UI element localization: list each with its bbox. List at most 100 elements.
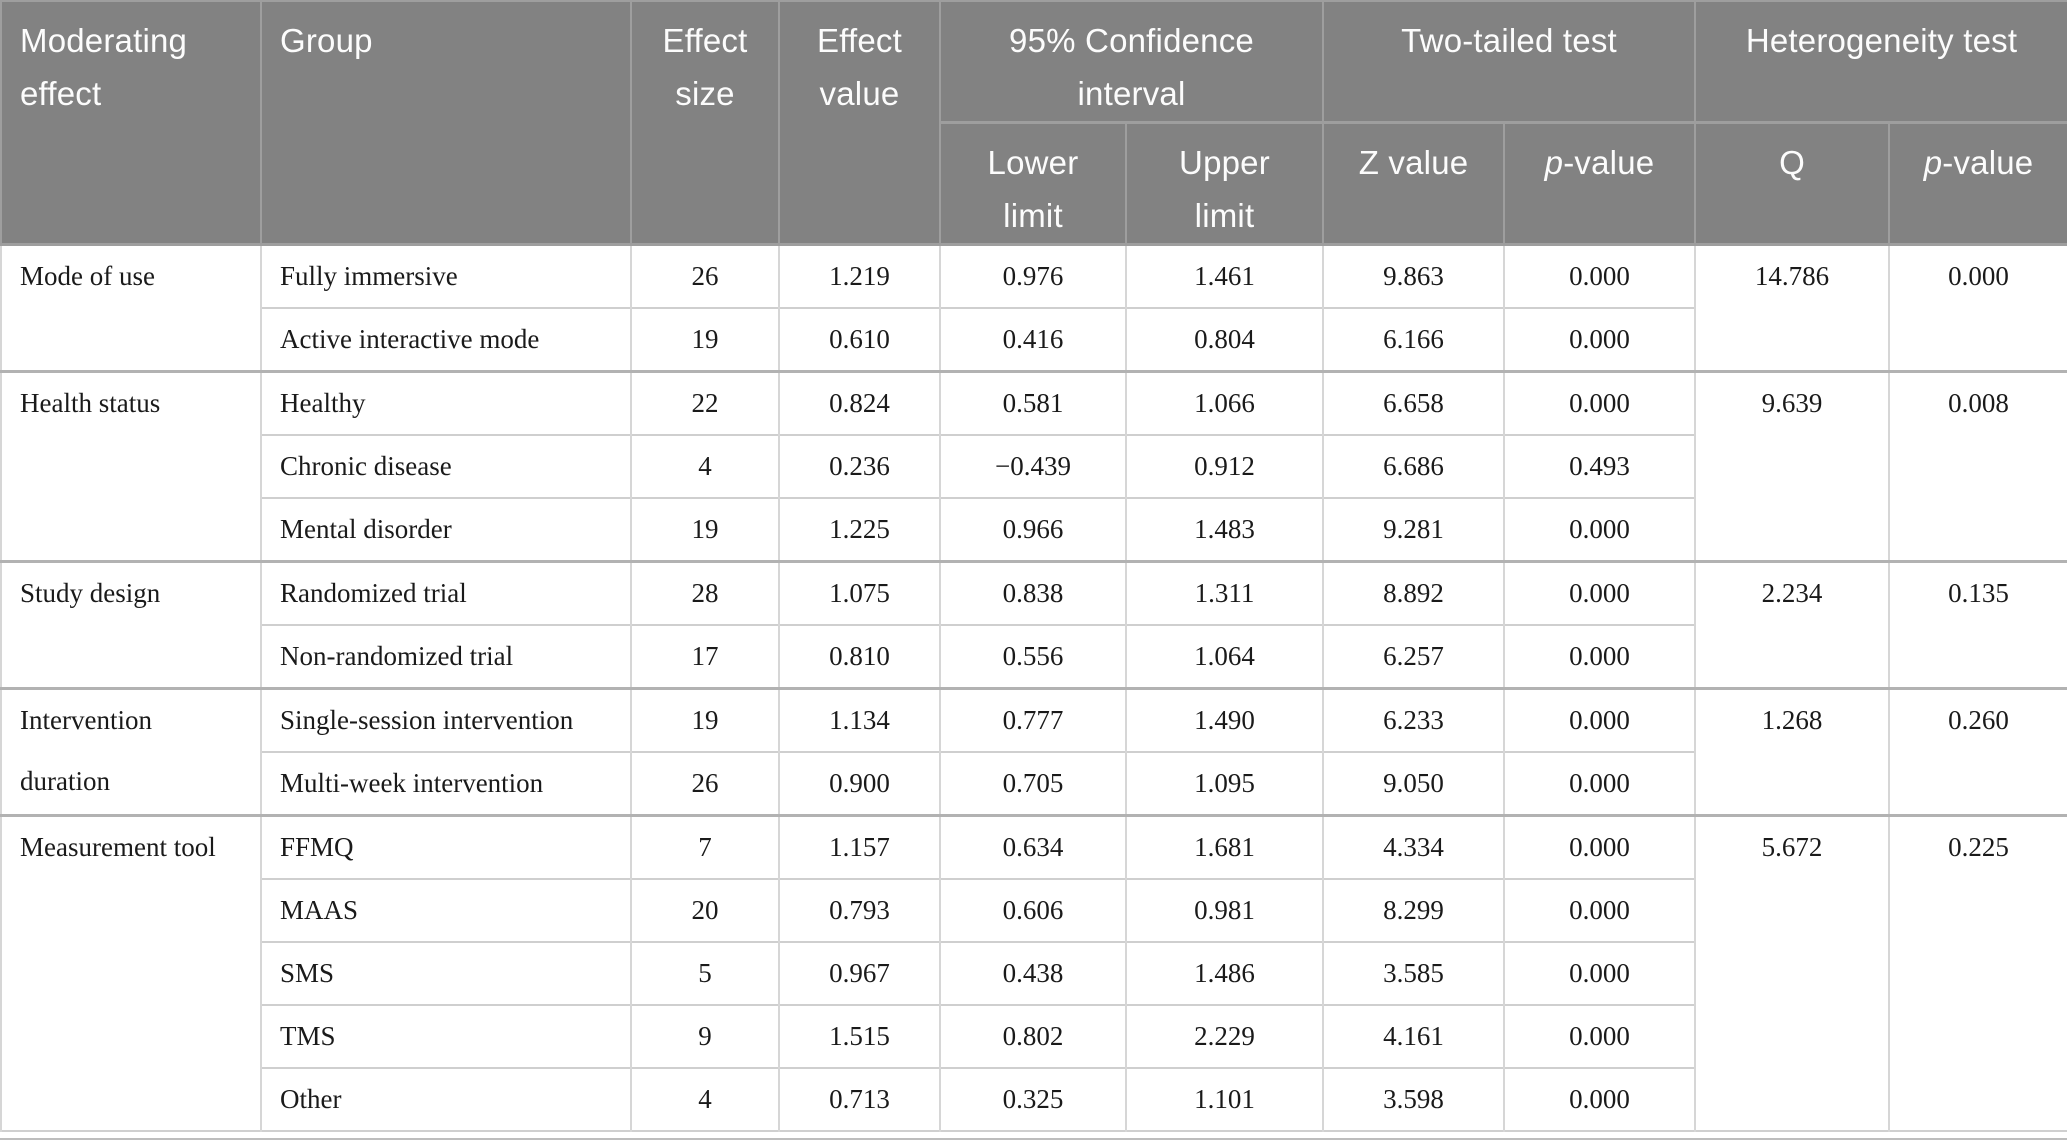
moderator-cell: Health status bbox=[0, 369, 262, 562]
effect-size-cell: 5 bbox=[630, 940, 780, 1005]
lower-limit-cell: −0.439 bbox=[939, 433, 1127, 498]
effect-value-cell: 1.515 bbox=[778, 1003, 941, 1068]
group-cell: SMS bbox=[260, 940, 632, 1005]
lower-limit-cell: 0.606 bbox=[939, 877, 1127, 942]
effect-size-cell: 19 bbox=[630, 306, 780, 372]
lower-limit-cell: 0.634 bbox=[939, 813, 1127, 879]
het-p-value-cell: 0.225 bbox=[1888, 813, 2067, 1131]
col-header-z-value: Z value bbox=[1322, 121, 1505, 246]
table-row: Chronic disease 4 0.236 −0.439 0.912 6.686 0.4… bbox=[1, 433, 2067, 498]
effect-value-cell: 0.900 bbox=[778, 750, 941, 816]
p-value-cell: 0.493 bbox=[1502, 433, 1697, 498]
effect-size-cell: 26 bbox=[630, 750, 780, 816]
upper-limit-cell: 0.981 bbox=[1125, 877, 1324, 942]
lower-limit-cell: 0.325 bbox=[939, 1066, 1127, 1131]
effect-size-cell: 7 bbox=[630, 813, 780, 879]
moderator-cell: Measurement tool bbox=[0, 813, 262, 1131]
z-value-cell: 6.658 bbox=[1322, 369, 1505, 435]
p-value-cell: 0.000 bbox=[1502, 369, 1697, 435]
z-value-cell: 9.863 bbox=[1322, 242, 1505, 308]
table-row: SMS 5 0.967 0.438 1.486 3.585 0.000 bbox=[1, 940, 2067, 1005]
col-group-two-tailed-test: Two-tailed test bbox=[1321, 0, 1697, 124]
lower-limit-cell: 0.581 bbox=[939, 369, 1127, 435]
group-cell: Active interactive mode bbox=[260, 306, 632, 372]
effect-size-cell: 26 bbox=[630, 242, 780, 308]
p-value-cell: 0.000 bbox=[1502, 750, 1697, 816]
group-cell: Multi-week intervention bbox=[260, 750, 632, 816]
table-row: MAAS 20 0.793 0.606 0.981 8.299 0.000 bbox=[1, 877, 2067, 942]
table-row: TMS 9 1.515 0.802 2.229 4.161 0.000 bbox=[1, 1003, 2067, 1068]
p-value-cell: 0.000 bbox=[1502, 1066, 1697, 1131]
upper-limit-cell: 1.095 bbox=[1125, 750, 1324, 816]
q-cell: 5.672 bbox=[1694, 813, 1891, 1131]
upper-limit-cell: 1.066 bbox=[1125, 369, 1324, 435]
lower-limit-cell: 0.416 bbox=[939, 306, 1127, 372]
col-header-het-p-value: p-value bbox=[1888, 121, 2067, 246]
upper-limit-cell: 1.064 bbox=[1125, 623, 1324, 689]
effect-size-cell: 4 bbox=[630, 1066, 780, 1131]
group-cell: FFMQ bbox=[260, 813, 632, 879]
p-value-cell: 0.000 bbox=[1502, 686, 1697, 752]
header-row-groups: Moderating effect Group Effect size Effe… bbox=[0, 0, 2067, 246]
lower-limit-cell: 0.438 bbox=[939, 940, 1127, 1005]
effect-value-cell: 0.967 bbox=[778, 940, 941, 1005]
upper-limit-cell: 1.490 bbox=[1125, 686, 1324, 752]
z-value-cell: 6.233 bbox=[1322, 686, 1505, 752]
upper-limit-cell: 1.101 bbox=[1125, 1066, 1324, 1131]
upper-limit-cell: 1.311 bbox=[1125, 559, 1324, 625]
upper-limit-cell: 1.461 bbox=[1125, 242, 1324, 308]
p-value-cell: 0.000 bbox=[1502, 877, 1697, 942]
z-value-cell: 3.585 bbox=[1322, 940, 1505, 1005]
effect-size-cell: 22 bbox=[630, 369, 780, 435]
col-header-group: Group bbox=[260, 0, 632, 246]
table-row: Mode of use Fully immersive 26 1.219 0.976 1.… bbox=[0, 242, 2067, 372]
q-cell: 9.639 bbox=[1694, 369, 1891, 562]
group-cell: Healthy bbox=[260, 369, 632, 435]
z-value-cell: 6.257 bbox=[1322, 623, 1505, 689]
effect-size-cell: 17 bbox=[630, 623, 780, 689]
table-row: Non-randomized trial 17 0.810 0.556 1.064 6.2… bbox=[1, 623, 2067, 689]
q-cell: 1.268 bbox=[1694, 686, 1891, 816]
lower-limit-cell: 0.802 bbox=[939, 1003, 1127, 1068]
moderator-cell: Intervention duration bbox=[0, 686, 262, 816]
z-value-cell: 4.334 bbox=[1322, 813, 1505, 879]
effect-value-cell: 1.225 bbox=[778, 496, 941, 562]
p-value-cell: 0.000 bbox=[1502, 242, 1697, 308]
lower-limit-cell: 0.966 bbox=[939, 496, 1127, 562]
col-header-moderating-effect: Moderating effect bbox=[0, 0, 262, 246]
col-header-p-value: p-value bbox=[1502, 121, 1697, 246]
effect-size-cell: 4 bbox=[630, 433, 780, 498]
group-cell: Single-session intervention bbox=[260, 686, 632, 752]
p-value-cell: 0.000 bbox=[1502, 1003, 1697, 1068]
table-row: Measurement tool FFMQ 7 1.157 0.634 1.681 4.33… bbox=[0, 813, 2067, 1131]
het-p-value-cell: 0.000 bbox=[1888, 242, 2067, 372]
effect-size-cell: 19 bbox=[630, 496, 780, 562]
p-value-cell: 0.000 bbox=[1502, 623, 1697, 689]
upper-limit-cell: 1.681 bbox=[1125, 813, 1324, 879]
z-value-cell: 8.299 bbox=[1322, 877, 1505, 942]
effect-value-cell: 0.236 bbox=[778, 433, 941, 498]
moderator-cell: Study design bbox=[0, 559, 262, 689]
table-row: Intervention duration Single-session inte… bbox=[0, 686, 2067, 816]
effect-size-cell: 9 bbox=[630, 1003, 780, 1068]
effect-value-cell: 1.219 bbox=[778, 242, 941, 308]
z-value-cell: 9.050 bbox=[1322, 750, 1505, 816]
effect-value-cell: 1.157 bbox=[778, 813, 941, 879]
z-value-cell: 4.161 bbox=[1322, 1003, 1505, 1068]
effect-value-cell: 1.075 bbox=[778, 559, 941, 625]
effect-value-cell: 0.824 bbox=[778, 369, 941, 435]
het-p-value-cell: 0.008 bbox=[1888, 369, 2067, 562]
p-value-cell: 0.000 bbox=[1502, 940, 1697, 1005]
z-value-cell: 9.281 bbox=[1322, 496, 1505, 562]
het-p-value-cell: 0.260 bbox=[1888, 686, 2067, 816]
effect-value-cell: 0.793 bbox=[778, 877, 941, 942]
group-cell: Other bbox=[260, 1066, 632, 1131]
p-value-cell: 0.000 bbox=[1502, 496, 1697, 562]
table-row: Health status Healthy 22 0.824 0.581 1.066 6.6… bbox=[0, 369, 2067, 562]
p-value-cell: 0.000 bbox=[1502, 813, 1697, 879]
col-group-confidence-interval: 95% Confidence interval bbox=[939, 0, 1324, 124]
lower-limit-cell: 0.777 bbox=[939, 686, 1127, 752]
upper-limit-cell: 1.483 bbox=[1125, 496, 1324, 562]
z-value-cell: 3.598 bbox=[1322, 1066, 1505, 1131]
